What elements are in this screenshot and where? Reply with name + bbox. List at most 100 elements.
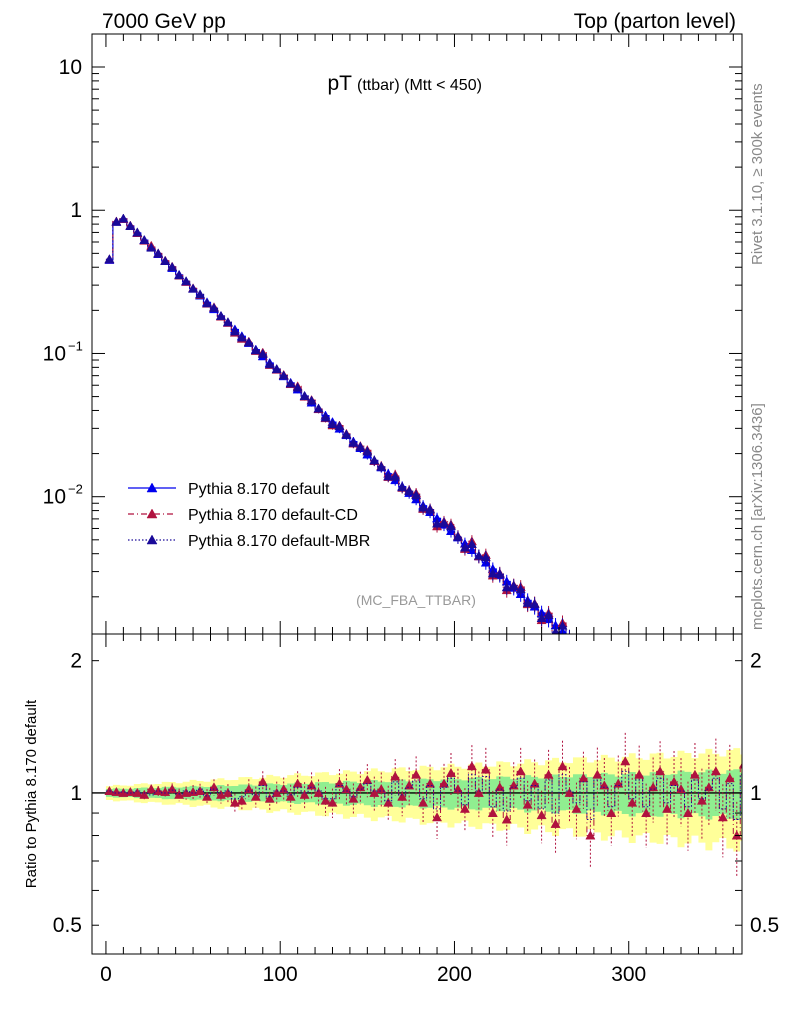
ratio-point bbox=[125, 786, 136, 796]
data-point bbox=[355, 441, 366, 451]
data-point bbox=[466, 538, 477, 549]
y-tick-label-base: 10 bbox=[43, 486, 66, 509]
data-point bbox=[445, 521, 457, 531]
ratio-marks bbox=[92, 732, 742, 877]
data-point bbox=[362, 446, 373, 456]
data-point bbox=[579, 641, 588, 649]
data-point bbox=[621, 683, 630, 691]
data-point bbox=[111, 216, 122, 226]
y-tick-label: 1 bbox=[70, 199, 82, 222]
ratio-point bbox=[222, 787, 233, 797]
y-tick-label-base: 10 bbox=[43, 342, 66, 365]
data-point bbox=[160, 255, 171, 265]
ratio-line bbox=[105, 760, 742, 837]
data-point bbox=[494, 568, 505, 578]
data-point bbox=[167, 261, 178, 271]
series-2 bbox=[104, 213, 671, 732]
data-point bbox=[551, 626, 560, 634]
data-point bbox=[607, 671, 616, 679]
ratio-y-ticks: 2 2 1 1 0.5 0.5 bbox=[53, 650, 779, 938]
data-point bbox=[649, 708, 658, 716]
data-point bbox=[278, 370, 289, 380]
data-point bbox=[628, 690, 637, 698]
x-tick-label: 200 bbox=[437, 963, 472, 986]
data-point bbox=[425, 504, 436, 514]
ratio-y-tick-label: 1 bbox=[70, 782, 82, 805]
data-point bbox=[543, 609, 554, 619]
y-tick-label-exp: −2 bbox=[68, 482, 83, 497]
data-point bbox=[452, 531, 463, 541]
ratio-point bbox=[160, 786, 171, 796]
data-point bbox=[557, 620, 568, 630]
data-point bbox=[642, 707, 651, 715]
rivet-label: Rivet 3.1.10, ≥ 300k events bbox=[749, 83, 766, 265]
data-point bbox=[662, 724, 671, 732]
data-point bbox=[586, 652, 595, 660]
main-marks bbox=[104, 213, 671, 732]
data-point bbox=[438, 517, 450, 527]
data-point bbox=[397, 482, 408, 492]
y-tick-label: 10 bbox=[59, 56, 82, 79]
data-point bbox=[515, 584, 526, 594]
data-point bbox=[473, 550, 484, 560]
ratio-point bbox=[557, 761, 568, 771]
data-point bbox=[628, 693, 637, 701]
data-point bbox=[572, 645, 581, 653]
data-point bbox=[628, 692, 637, 700]
ratio-point bbox=[487, 807, 498, 817]
data-point bbox=[593, 652, 602, 660]
ratio-point bbox=[327, 797, 338, 807]
data-point bbox=[522, 597, 533, 607]
x-tick-label: 0 bbox=[100, 963, 112, 986]
y-tick-label-exp: −1 bbox=[68, 338, 83, 353]
ratio-point bbox=[480, 764, 491, 774]
data-point bbox=[306, 395, 317, 405]
ratio-point bbox=[411, 769, 422, 779]
data-point bbox=[229, 326, 240, 336]
ratio-series-2 bbox=[105, 770, 742, 821]
ratio-point bbox=[696, 795, 707, 805]
data-point bbox=[125, 220, 136, 230]
legend-marker bbox=[146, 508, 158, 519]
ratio-point bbox=[383, 797, 394, 807]
ratio-point bbox=[473, 787, 484, 797]
ratio-point bbox=[689, 769, 700, 779]
data-point bbox=[649, 707, 658, 715]
data-point bbox=[390, 471, 401, 481]
data-point bbox=[600, 663, 609, 671]
ratio-point bbox=[167, 784, 178, 794]
ratio-point bbox=[390, 771, 401, 781]
data-point bbox=[299, 390, 310, 400]
ratio-point bbox=[438, 778, 450, 788]
data-point bbox=[621, 673, 630, 681]
data-point bbox=[662, 721, 671, 729]
ratio-point bbox=[181, 787, 192, 797]
ratio-point bbox=[669, 776, 680, 786]
data-point bbox=[642, 709, 651, 717]
data-point bbox=[201, 298, 213, 308]
data-point bbox=[153, 248, 164, 258]
ratio-point bbox=[201, 791, 213, 801]
ratio-point bbox=[536, 810, 547, 820]
ratio-point bbox=[250, 791, 261, 801]
data-point bbox=[501, 582, 512, 592]
legend-label: Pythia 8.170 default-MBR bbox=[188, 533, 370, 550]
data-point bbox=[327, 418, 338, 428]
x-tick-label: 300 bbox=[611, 963, 646, 986]
ratio-point bbox=[522, 799, 533, 809]
ratio-point bbox=[299, 789, 310, 799]
ratio-y-tick-label: 0.5 bbox=[53, 914, 82, 937]
mcplots-label: mcplots.cern.ch [arXiv:1306.3436] bbox=[749, 403, 766, 630]
ratio-point bbox=[348, 793, 359, 803]
ratio-point bbox=[724, 773, 735, 783]
ratio-y-tick-label: 2 bbox=[70, 650, 82, 673]
ratio-point bbox=[550, 818, 561, 828]
data-point bbox=[579, 646, 588, 654]
ratio-point bbox=[662, 803, 673, 813]
data-point bbox=[313, 403, 324, 413]
ratio-point bbox=[606, 807, 617, 817]
ratio-series-1 bbox=[104, 732, 742, 877]
ratio-line bbox=[105, 770, 742, 821]
